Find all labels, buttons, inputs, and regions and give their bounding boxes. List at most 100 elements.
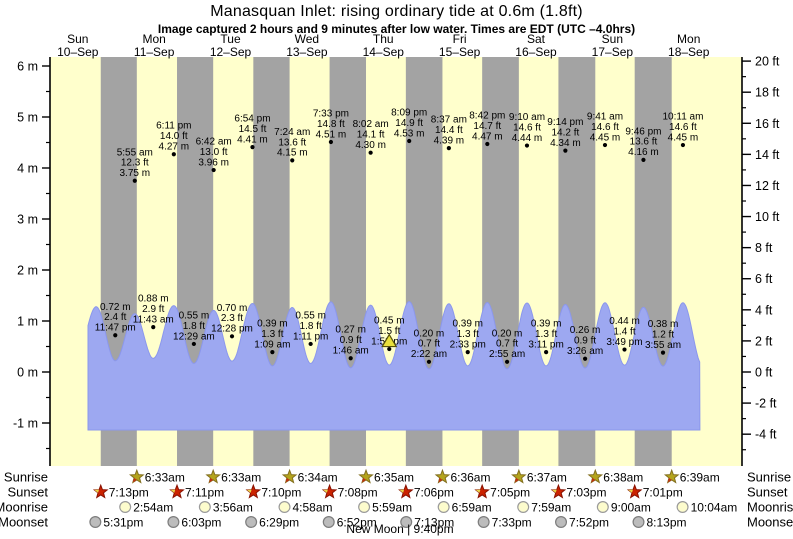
high-tide-dot xyxy=(132,178,137,183)
day-label: Sat 16–Sep xyxy=(515,32,557,59)
low-tide-dot xyxy=(191,341,196,347)
sunrise-star-icon xyxy=(281,468,298,484)
low-tide-dot xyxy=(660,350,666,355)
day-label: Thu 14–Sep xyxy=(363,32,405,59)
sunset-time: 7:10pm xyxy=(261,486,301,500)
moonset-icon xyxy=(89,515,102,528)
low-tide-label: 0.70 m 2.3 ft 12:28 pm xyxy=(211,303,253,335)
moonset-time: 6:29pm xyxy=(259,516,299,530)
high-tide-label: 10:11 am 14.6 ft 4.45 m xyxy=(662,112,703,144)
sunrise-row-label: Sunrise xyxy=(4,470,48,485)
high-tide-dot xyxy=(563,148,568,153)
sunrise-star-icon xyxy=(587,468,604,484)
sunrise-row: Sunrise Sunrise 6:33am 6:33am 6:34am 6:35am 6:… xyxy=(4,468,791,485)
sunset-star-icon xyxy=(245,483,262,499)
low-tide-label: 0.55 m 1.8 ft 1:11 pm xyxy=(293,310,328,342)
day-label: Sun 10–Sep xyxy=(57,32,99,59)
y-axis-right-label: 4 ft xyxy=(755,303,773,317)
moonset-row-label: Moonset xyxy=(0,515,48,530)
sunrise-time: 6:33am xyxy=(221,471,261,485)
tide-curve xyxy=(87,301,701,431)
y-axis-right-label: 2 ft xyxy=(755,334,773,348)
y-axis-right-label: 20 ft xyxy=(755,55,780,69)
y-axis-right-label: 8 ft xyxy=(755,241,773,255)
page-title: Manasquan Inlet: rising ordinary tide at… xyxy=(210,3,583,20)
y-axis-right-label: 14 ft xyxy=(755,148,780,162)
high-tide-dot xyxy=(407,138,412,144)
sunset-star-icon xyxy=(550,483,567,499)
sunrise-star-icon xyxy=(129,468,145,484)
low-tide-dot xyxy=(270,350,275,355)
high-tide-dot xyxy=(446,146,451,151)
low-tide-label: 0.20 m 0.7 ft 2:55 am xyxy=(489,328,525,360)
moon-phase-label: New Moon | 9:40pm xyxy=(346,522,454,536)
low-tide-dot xyxy=(151,325,156,330)
y-axis-left-label: 6 m xyxy=(17,60,38,74)
moonrise-icon xyxy=(198,501,211,514)
moonrise-row-label: Moonrise xyxy=(747,500,793,515)
sunset-time: 7:11pm xyxy=(185,486,224,500)
high-tide-label: 9:46 pm 13.6 ft 4.16 m xyxy=(625,126,661,158)
low-tide-label: 0.39 m 1.3 ft 2:33 pm xyxy=(450,319,486,351)
high-tide-label: 7:33 pm 14.8 ft 4.51 m xyxy=(313,108,349,140)
sunrise-star-icon xyxy=(663,468,680,484)
high-tide-label: 5:55 am 12.3 ft 3.75 m xyxy=(117,147,153,179)
sunset-time: 7:03pm xyxy=(566,486,606,500)
y-axis-left-label: 0 m xyxy=(17,366,38,380)
low-tide-dot xyxy=(426,359,432,364)
moonrise-time: 2:54am xyxy=(133,501,173,515)
day-label: Mon 11–Sep xyxy=(134,32,175,59)
moonrise-row-label: Moonrise xyxy=(0,500,48,515)
moonset-time: 7:13pm xyxy=(414,516,454,530)
high-tide-dot xyxy=(524,143,530,148)
y-axis-left-label: -1 m xyxy=(13,417,38,431)
sunset-row-label: Sunset xyxy=(747,485,788,500)
high-tide-label: 9:14 pm 14.2 ft 4.34 m xyxy=(547,117,583,149)
sunrise-row-label: Sunrise xyxy=(747,470,791,485)
axes: 6 m 5 m 4 m 3 m 2 m 1 m 0 m -1 m 20 ft 18 ft 16 ft… xyxy=(13,55,780,466)
day-label: Mon 18–Sep xyxy=(668,32,710,59)
moonset-icon xyxy=(400,515,413,528)
high-tide-dot xyxy=(485,141,490,147)
y-axis-right-label: -4 ft xyxy=(755,428,777,442)
y-axis-left-label: 1 m xyxy=(17,315,38,329)
sunrise-time: 6:37am xyxy=(527,471,567,485)
high-tide-label: 6:11 pm 14.0 ft 4.27 m xyxy=(156,121,191,153)
moonset-row: Moonset Moonset 5:31pm 6:03pm 6:29pm 6:52pm 7:… xyxy=(0,515,793,530)
sunrise-time: 6:35am xyxy=(374,471,414,485)
sunrise-star-icon xyxy=(434,468,451,484)
low-tide-label: 0.55 m 1.8 ft 12:29 am xyxy=(173,310,215,342)
sunset-time: 7:08pm xyxy=(338,486,378,500)
high-tide-dot xyxy=(641,157,646,162)
high-tide-label: 7:24 am 13.6 ft 4.15 m xyxy=(274,127,310,159)
sunrise-star-icon xyxy=(358,468,374,484)
high-tide-label: 9:41 am 14.6 ft 4.45 m xyxy=(587,112,623,144)
moonrise-time: 10:04am xyxy=(691,501,738,515)
low-tide-dot xyxy=(113,333,118,338)
moonset-time: 7:52pm xyxy=(569,516,609,530)
moonrise-icon xyxy=(676,501,689,514)
sunrise-time: 6:33am xyxy=(145,471,185,485)
low-tide-dot xyxy=(582,356,588,361)
moonrise-row: Moonrise Moonrise 2:54am 3:56am 4:58am 5:59am… xyxy=(0,500,793,515)
moonset-icon xyxy=(555,515,568,528)
high-tide-label: 9:10 am 14.6 ft 4.44 m xyxy=(509,112,545,144)
high-tide-label: 8:09 pm 14.9 ft 4.53 m xyxy=(391,107,427,139)
moonrise-time: 7:59am xyxy=(531,501,571,515)
low-tide-dot xyxy=(348,356,353,361)
y-axis-left-label: 2 m xyxy=(17,264,38,278)
y-axis-left-label: 3 m xyxy=(17,213,38,227)
moonset-time: 5:31pm xyxy=(103,516,143,530)
y-axis-right-label: 16 ft xyxy=(755,117,780,131)
sunrise-star-icon xyxy=(205,468,221,484)
low-tide-dot xyxy=(387,346,392,352)
moonrise-icon xyxy=(119,501,132,514)
sunset-time: 7:13pm xyxy=(109,486,149,500)
y-axis-right-label: 18 ft xyxy=(755,86,780,100)
moonset-icon xyxy=(477,515,490,528)
moonset-time: 6:03pm xyxy=(181,516,221,530)
high-tide-label: 6:42 am 13.0 ft 3.96 m xyxy=(196,137,232,169)
high-tide-label: 8:02 am 14.1 ft 4.30 m xyxy=(353,119,389,151)
day-label: Wed 13–Sep xyxy=(286,32,328,59)
low-tide-label: 0.72 m 2.4 ft 11:47 pm xyxy=(95,302,136,334)
